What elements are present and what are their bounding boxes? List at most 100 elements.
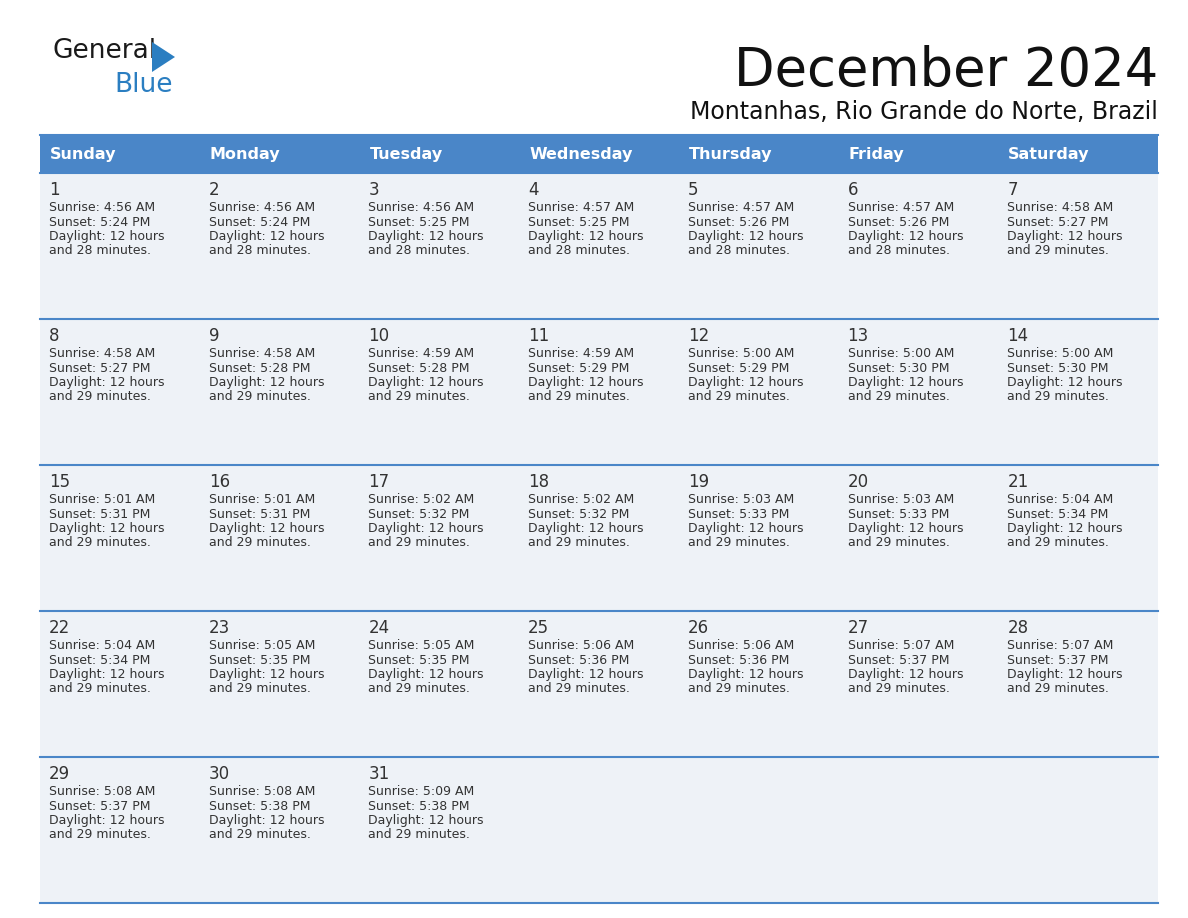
Bar — [839, 135, 998, 173]
Text: Daylight: 12 hours: Daylight: 12 hours — [209, 668, 324, 681]
Text: Daylight: 12 hours: Daylight: 12 hours — [1007, 230, 1123, 243]
Text: Sunset: 5:25 PM: Sunset: 5:25 PM — [529, 216, 630, 229]
Bar — [839, 173, 998, 319]
Text: Daylight: 12 hours: Daylight: 12 hours — [847, 522, 963, 535]
Bar — [40, 465, 200, 611]
Text: 26: 26 — [688, 619, 709, 637]
Text: Sunrise: 5:03 AM: Sunrise: 5:03 AM — [688, 493, 794, 506]
Text: Sunrise: 4:57 AM: Sunrise: 4:57 AM — [847, 201, 954, 214]
Text: Sunrise: 4:56 AM: Sunrise: 4:56 AM — [49, 201, 156, 214]
Text: 24: 24 — [368, 619, 390, 637]
Text: 11: 11 — [529, 327, 549, 345]
Bar — [360, 319, 519, 465]
Text: and 28 minutes.: and 28 minutes. — [688, 244, 790, 258]
Text: 9: 9 — [209, 327, 220, 345]
Text: Daylight: 12 hours: Daylight: 12 hours — [1007, 668, 1123, 681]
Text: and 29 minutes.: and 29 minutes. — [847, 390, 949, 404]
Text: and 29 minutes.: and 29 minutes. — [49, 829, 151, 842]
Text: Sunset: 5:38 PM: Sunset: 5:38 PM — [209, 800, 310, 812]
Bar — [519, 757, 678, 903]
Text: Sunrise: 5:01 AM: Sunrise: 5:01 AM — [49, 493, 156, 506]
Text: Sunset: 5:26 PM: Sunset: 5:26 PM — [688, 216, 789, 229]
Text: Sunrise: 5:09 AM: Sunrise: 5:09 AM — [368, 785, 475, 798]
Text: Sunrise: 5:06 AM: Sunrise: 5:06 AM — [688, 639, 794, 652]
Text: Sunrise: 4:58 AM: Sunrise: 4:58 AM — [49, 347, 156, 360]
Text: Sunrise: 5:06 AM: Sunrise: 5:06 AM — [529, 639, 634, 652]
Bar — [678, 757, 839, 903]
Text: Sunrise: 4:56 AM: Sunrise: 4:56 AM — [209, 201, 315, 214]
Text: 23: 23 — [209, 619, 230, 637]
Text: Sunset: 5:29 PM: Sunset: 5:29 PM — [529, 362, 630, 375]
Text: Thursday: Thursday — [689, 147, 772, 162]
Text: and 29 minutes.: and 29 minutes. — [368, 682, 470, 696]
Text: Sunrise: 5:04 AM: Sunrise: 5:04 AM — [49, 639, 156, 652]
Text: and 28 minutes.: and 28 minutes. — [49, 244, 151, 258]
Text: Friday: Friday — [848, 147, 904, 162]
Text: Sunset: 5:35 PM: Sunset: 5:35 PM — [368, 654, 470, 666]
Text: Sunrise: 4:59 AM: Sunrise: 4:59 AM — [529, 347, 634, 360]
Text: Sunrise: 5:02 AM: Sunrise: 5:02 AM — [368, 493, 475, 506]
Bar — [678, 465, 839, 611]
Text: and 29 minutes.: and 29 minutes. — [529, 390, 630, 404]
Bar — [678, 173, 839, 319]
Text: and 28 minutes.: and 28 minutes. — [847, 244, 949, 258]
Text: Daylight: 12 hours: Daylight: 12 hours — [368, 814, 484, 827]
Text: 13: 13 — [847, 327, 868, 345]
Text: 27: 27 — [847, 619, 868, 637]
Bar — [519, 465, 678, 611]
Text: 21: 21 — [1007, 473, 1029, 491]
Text: and 28 minutes.: and 28 minutes. — [529, 244, 630, 258]
Text: Sunrise: 5:08 AM: Sunrise: 5:08 AM — [209, 785, 315, 798]
Text: and 29 minutes.: and 29 minutes. — [368, 829, 470, 842]
Text: Sunset: 5:33 PM: Sunset: 5:33 PM — [688, 508, 789, 521]
Text: 4: 4 — [529, 181, 538, 199]
Text: Daylight: 12 hours: Daylight: 12 hours — [529, 230, 644, 243]
Text: Sunrise: 5:03 AM: Sunrise: 5:03 AM — [847, 493, 954, 506]
Text: 19: 19 — [688, 473, 709, 491]
Text: Sunset: 5:36 PM: Sunset: 5:36 PM — [529, 654, 630, 666]
Text: Sunrise: 4:58 AM: Sunrise: 4:58 AM — [209, 347, 315, 360]
Text: and 29 minutes.: and 29 minutes. — [1007, 390, 1110, 404]
Text: Daylight: 12 hours: Daylight: 12 hours — [368, 522, 484, 535]
Text: and 29 minutes.: and 29 minutes. — [847, 536, 949, 550]
Bar — [360, 173, 519, 319]
Text: Daylight: 12 hours: Daylight: 12 hours — [529, 522, 644, 535]
Text: and 29 minutes.: and 29 minutes. — [368, 390, 470, 404]
Bar — [998, 135, 1158, 173]
Text: 10: 10 — [368, 327, 390, 345]
Bar — [200, 757, 360, 903]
Text: December 2024: December 2024 — [734, 45, 1158, 97]
Bar — [998, 319, 1158, 465]
Text: Sunset: 5:29 PM: Sunset: 5:29 PM — [688, 362, 789, 375]
Text: Sunset: 5:36 PM: Sunset: 5:36 PM — [688, 654, 789, 666]
Bar — [839, 465, 998, 611]
Text: and 29 minutes.: and 29 minutes. — [529, 682, 630, 696]
Text: Daylight: 12 hours: Daylight: 12 hours — [847, 376, 963, 389]
Text: Sunset: 5:30 PM: Sunset: 5:30 PM — [847, 362, 949, 375]
Text: Sunrise: 4:58 AM: Sunrise: 4:58 AM — [1007, 201, 1113, 214]
Text: 12: 12 — [688, 327, 709, 345]
Bar — [998, 465, 1158, 611]
Text: Sunrise: 4:57 AM: Sunrise: 4:57 AM — [529, 201, 634, 214]
Text: 1: 1 — [49, 181, 59, 199]
Text: Sunrise: 4:56 AM: Sunrise: 4:56 AM — [368, 201, 474, 214]
Text: 14: 14 — [1007, 327, 1029, 345]
Text: Daylight: 12 hours: Daylight: 12 hours — [368, 230, 484, 243]
Text: 3: 3 — [368, 181, 379, 199]
Text: and 29 minutes.: and 29 minutes. — [688, 536, 790, 550]
Text: and 29 minutes.: and 29 minutes. — [847, 682, 949, 696]
Bar — [998, 173, 1158, 319]
Bar — [360, 611, 519, 757]
Text: Sunset: 5:37 PM: Sunset: 5:37 PM — [49, 800, 151, 812]
Polygon shape — [152, 42, 175, 72]
Text: Sunset: 5:32 PM: Sunset: 5:32 PM — [368, 508, 469, 521]
Text: 6: 6 — [847, 181, 858, 199]
Text: Sunset: 5:35 PM: Sunset: 5:35 PM — [209, 654, 310, 666]
Text: Sunrise: 4:59 AM: Sunrise: 4:59 AM — [368, 347, 474, 360]
Text: Sunset: 5:31 PM: Sunset: 5:31 PM — [49, 508, 151, 521]
Text: Daylight: 12 hours: Daylight: 12 hours — [847, 230, 963, 243]
Text: 5: 5 — [688, 181, 699, 199]
Bar — [360, 135, 519, 173]
Bar — [998, 757, 1158, 903]
Text: and 29 minutes.: and 29 minutes. — [1007, 536, 1110, 550]
